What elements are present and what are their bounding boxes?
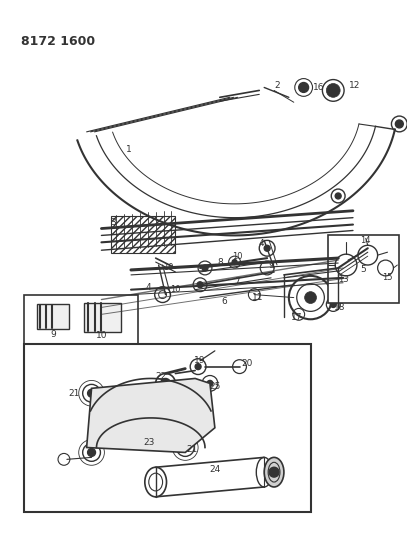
Text: 9: 9	[267, 261, 273, 270]
Text: 14: 14	[360, 236, 370, 245]
Text: 5: 5	[359, 265, 365, 274]
Text: 22: 22	[155, 372, 166, 381]
Text: 9: 9	[50, 329, 56, 338]
Circle shape	[330, 302, 335, 308]
Circle shape	[195, 364, 200, 369]
Text: 3: 3	[110, 218, 116, 227]
Circle shape	[202, 265, 207, 271]
Circle shape	[231, 260, 236, 264]
Bar	[37, 304, 69, 329]
Circle shape	[181, 443, 189, 451]
Circle shape	[394, 120, 402, 128]
Circle shape	[268, 467, 278, 477]
Text: 11: 11	[251, 293, 263, 302]
Text: 1: 1	[126, 145, 132, 154]
Text: 6: 6	[221, 297, 227, 306]
Text: 24: 24	[209, 465, 220, 474]
Bar	[25, 295, 137, 352]
Text: 17: 17	[290, 313, 302, 322]
Circle shape	[207, 381, 212, 386]
Text: 16: 16	[312, 83, 324, 92]
Text: 21: 21	[186, 445, 198, 454]
Text: 8172 1600: 8172 1600	[20, 35, 94, 47]
Circle shape	[335, 193, 340, 199]
Text: 10: 10	[232, 252, 242, 261]
Circle shape	[88, 448, 95, 456]
Ellipse shape	[263, 457, 283, 487]
Text: 23: 23	[143, 438, 154, 447]
Text: 19: 19	[194, 356, 205, 365]
Bar	[111, 216, 175, 253]
Text: 25: 25	[209, 382, 220, 391]
Text: 7: 7	[234, 277, 240, 286]
Circle shape	[88, 389, 95, 397]
Circle shape	[160, 378, 170, 389]
Text: 15: 15	[381, 273, 392, 282]
Bar	[328, 236, 398, 303]
Polygon shape	[86, 378, 214, 453]
Circle shape	[197, 282, 202, 288]
Circle shape	[304, 292, 316, 303]
Text: 13: 13	[337, 276, 348, 284]
Text: 21: 21	[68, 389, 79, 398]
Text: 8: 8	[216, 257, 222, 266]
Text: 20: 20	[241, 359, 252, 368]
Circle shape	[263, 245, 270, 251]
Bar	[25, 344, 310, 512]
Text: 12: 12	[348, 81, 360, 90]
Bar	[83, 303, 121, 332]
Text: 4: 4	[146, 283, 151, 292]
Text: 18: 18	[334, 303, 345, 312]
Text: 10: 10	[95, 330, 107, 340]
Circle shape	[298, 83, 308, 92]
Text: 10: 10	[170, 285, 180, 294]
Circle shape	[326, 84, 339, 98]
Text: 4: 4	[258, 239, 263, 248]
Text: 10: 10	[163, 263, 173, 272]
Text: 2: 2	[274, 81, 279, 90]
